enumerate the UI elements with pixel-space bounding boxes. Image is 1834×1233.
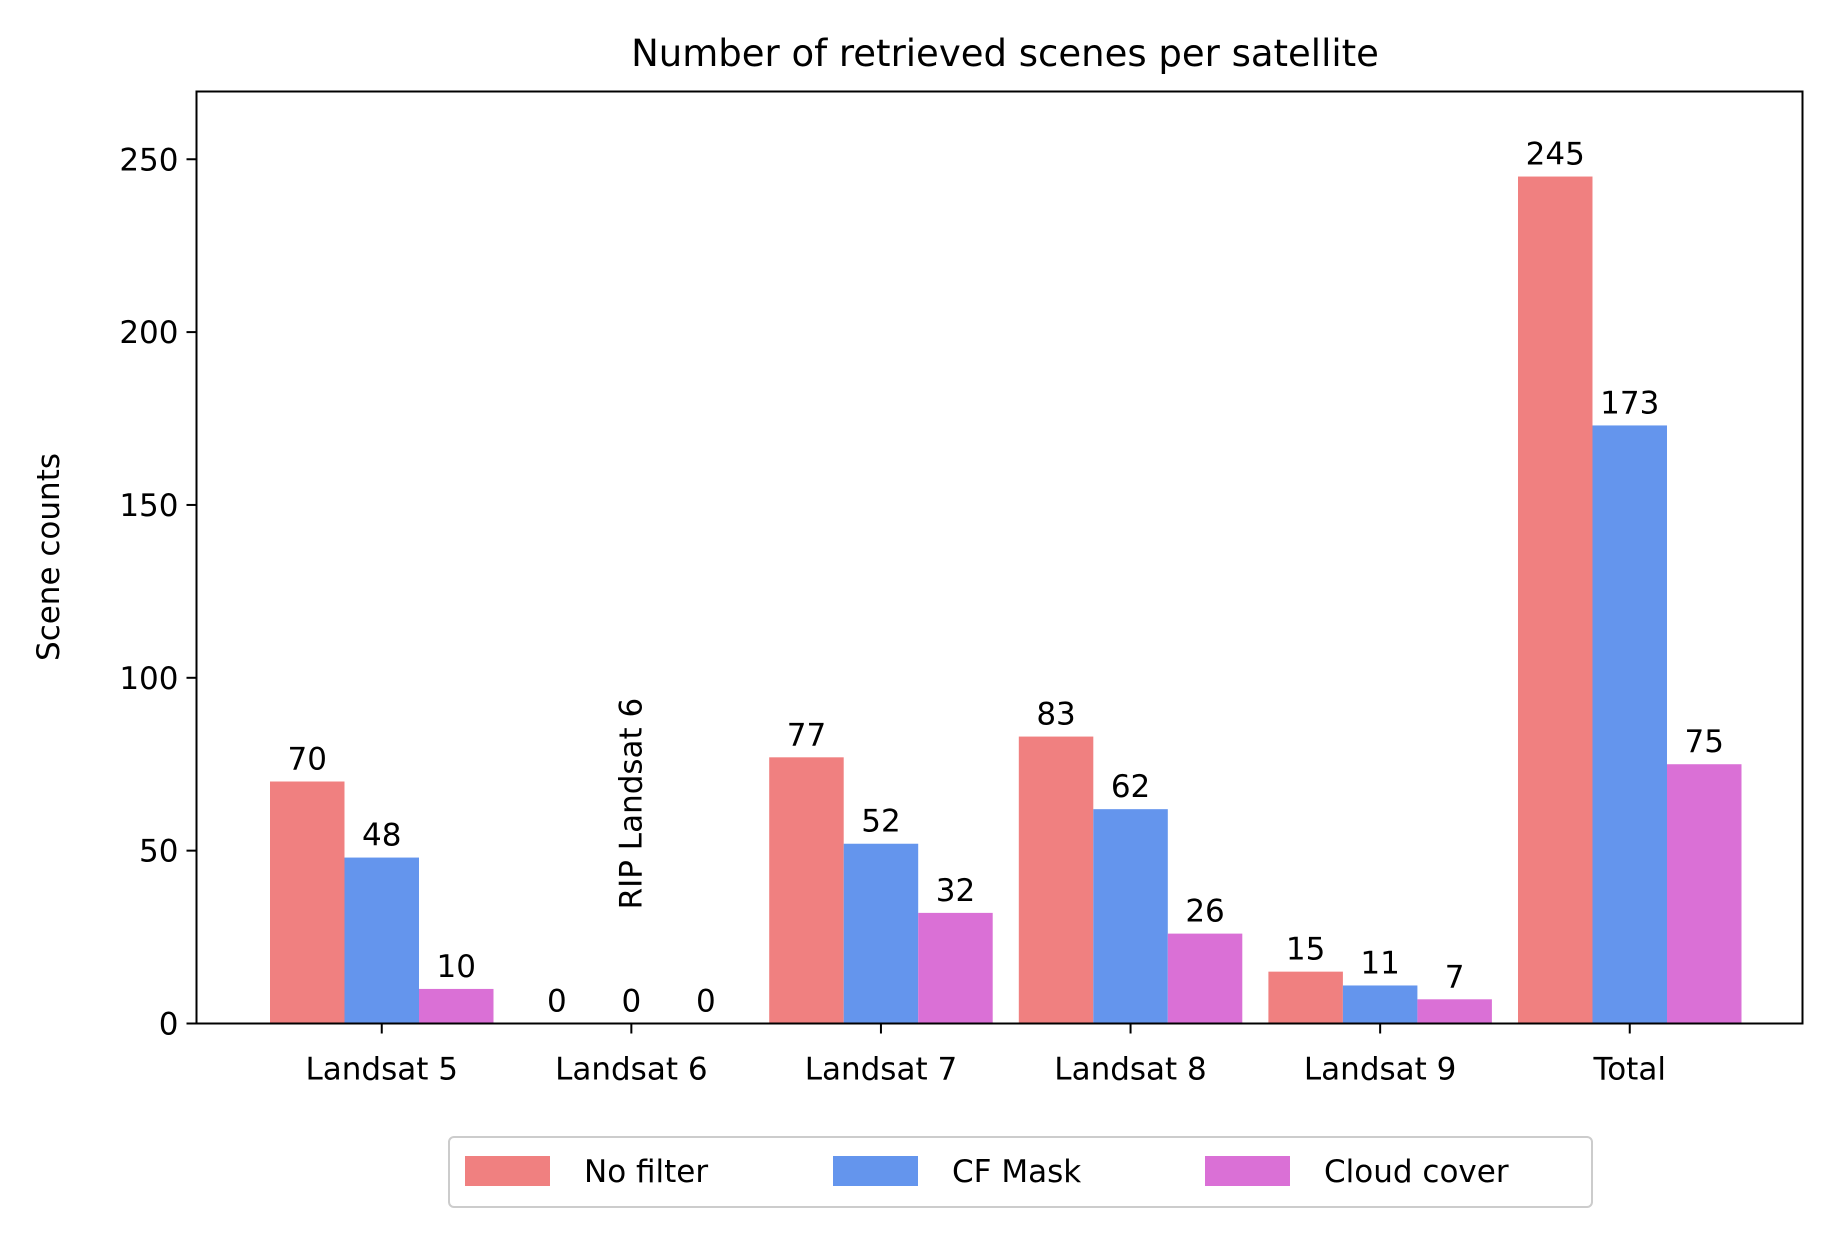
bar-cf-mask-total [1592, 425, 1667, 1024]
x-tick-label-landsat-8: Landsat 8 [1054, 1052, 1206, 1088]
legend: No filter CF Mask Cloud cover [448, 1136, 1593, 1208]
x-tick-label-landsat-6: Landsat 6 [555, 1052, 707, 1088]
value-label-cloud-cover-landsat-8: 26 [1185, 894, 1224, 930]
bar-cloud-cover-landsat-7 [918, 912, 993, 1024]
value-label-cloud-cover-landsat-6: 0 [696, 984, 716, 1020]
legend-frame [448, 1136, 1593, 1208]
y-tick-label-100: 100 [119, 661, 178, 697]
x-axis: Landsat 5 Landsat 6 Landsat 7 Landsat 8 Land… [306, 1023, 1666, 1088]
y-tick-label-0: 0 [159, 1007, 179, 1043]
bar-no-filter-landsat-9 [1268, 971, 1343, 1024]
y-tick-label-200: 200 [119, 315, 178, 351]
value-label-cloud-cover-landsat-9: 7 [1445, 959, 1465, 995]
value-label-cloud-cover-total: 75 [1685, 724, 1724, 760]
legend-label-cf-mask: CF Mask [952, 1154, 1081, 1190]
x-tick-label-landsat-7: Landsat 7 [805, 1052, 957, 1088]
value-label-no-filter-landsat-7: 77 [787, 717, 826, 753]
legend-items: No filter CF Mask Cloud cover [465, 1154, 1509, 1190]
bar-cloud-cover-landsat-8 [1167, 933, 1243, 1024]
value-label-no-filter-landsat-8: 83 [1036, 697, 1075, 733]
value-labels-group: 70 0 77 83 15 245 48 0 52 62 11 173 10 0 32 26 7 75 [288, 137, 1724, 1020]
bar-cloud-cover-landsat-5 [419, 988, 494, 1024]
bar-no-filter-landsat-5 [270, 781, 345, 1024]
value-label-cloud-cover-landsat-5: 10 [437, 949, 476, 985]
bar-cloud-cover-landsat-9 [1417, 999, 1492, 1024]
value-label-cf-mask-landsat-8: 62 [1111, 769, 1150, 805]
value-label-no-filter-landsat-9: 15 [1286, 932, 1325, 968]
bar-cf-mask-landsat-8 [1093, 809, 1168, 1024]
legend-swatch-no-filter [465, 1156, 550, 1186]
bar-cf-mask-landsat-5 [344, 857, 419, 1024]
value-label-cf-mask-total: 173 [1600, 385, 1659, 421]
bar-cf-mask-landsat-9 [1342, 985, 1418, 1024]
bar-no-filter-landsat-8 [1018, 736, 1094, 1024]
bar-cloud-cover-total [1667, 764, 1742, 1024]
value-label-no-filter-landsat-5: 70 [288, 742, 327, 778]
x-tick-label-landsat-5: Landsat 5 [306, 1052, 458, 1088]
value-label-cf-mask-landsat-6: 0 [621, 984, 641, 1020]
legend-label-no-filter: No filter [584, 1154, 708, 1190]
legend-swatch-cloud-cover [1205, 1156, 1290, 1186]
y-axis: 0 50 100 150 200 250 [119, 142, 197, 1043]
bars-group [270, 176, 1742, 1024]
legend-label-cloud-cover: Cloud cover [1324, 1154, 1509, 1190]
value-label-no-filter-total: 245 [1526, 137, 1585, 173]
x-tick-label-total: Total [1593, 1052, 1666, 1088]
y-tick-label-250: 250 [119, 142, 178, 178]
legend-swatch-cf-mask [833, 1156, 918, 1186]
chart-title: Number of retrieved scenes per satellite [631, 32, 1379, 75]
value-label-cloud-cover-landsat-7: 32 [936, 873, 975, 909]
y-tick-label-50: 50 [139, 834, 178, 870]
x-tick-label-landsat-9: Landsat 9 [1304, 1052, 1456, 1088]
bar-no-filter-landsat-7 [769, 757, 844, 1024]
value-label-cf-mask-landsat-7: 52 [861, 804, 900, 840]
bar-no-filter-total [1518, 176, 1593, 1024]
y-axis-label: Scene counts [31, 453, 67, 661]
plot-frame [195, 90, 1804, 1025]
value-label-no-filter-landsat-6: 0 [547, 984, 567, 1020]
y-tick-label-150: 150 [119, 488, 178, 524]
bar-cf-mask-landsat-7 [843, 843, 919, 1024]
annotation-label: RIP Landsat 6 [613, 698, 649, 910]
value-label-cf-mask-landsat-5: 48 [362, 818, 401, 854]
value-label-cf-mask-landsat-9: 11 [1360, 945, 1399, 981]
